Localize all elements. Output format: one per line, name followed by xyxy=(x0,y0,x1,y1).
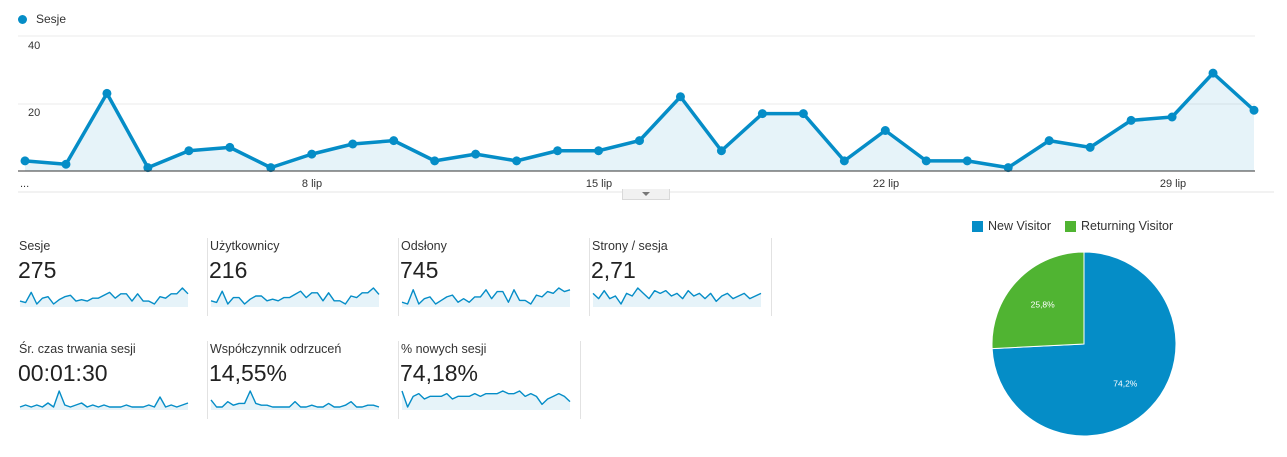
sparkline-line xyxy=(19,287,189,305)
data-point[interactable] xyxy=(594,146,604,156)
data-point[interactable] xyxy=(225,142,235,152)
data-point[interactable] xyxy=(471,149,481,159)
data-point[interactable] xyxy=(1208,68,1218,78)
data-point[interactable] xyxy=(184,146,194,156)
sparkline-area xyxy=(20,391,188,410)
data-point[interactable] xyxy=(102,88,112,98)
data-point[interactable] xyxy=(1126,115,1136,125)
sessions-line-chart: 40 20 ... 8 lip 15 lip 22 lip 29 lip xyxy=(18,35,1274,193)
metric-value: 2,71 xyxy=(591,257,636,283)
metric-label: Współczynnik odrzuceń xyxy=(210,342,342,356)
sparkline-area xyxy=(211,288,379,307)
metric-value: 216 xyxy=(209,257,248,283)
data-point[interactable] xyxy=(880,126,890,135)
sparkline-area xyxy=(211,391,379,410)
data-point[interactable] xyxy=(716,146,726,156)
metric-sparkline xyxy=(401,390,571,410)
data-point[interactable] xyxy=(266,163,276,173)
data-point[interactable] xyxy=(921,156,931,166)
data-point[interactable] xyxy=(143,163,153,173)
metric-bounce-rate[interactable]: Współczynnik odrzuceń 14,55% xyxy=(209,341,399,419)
metric-sparkline xyxy=(19,287,189,307)
data-point[interactable] xyxy=(348,139,358,149)
y-tick-label: 20 xyxy=(28,107,40,119)
collapse-chart-button[interactable] xyxy=(622,189,670,200)
sparkline-area xyxy=(20,288,188,307)
x-tick-label: 15 lip xyxy=(586,178,612,190)
metric-value: 00:01:30 xyxy=(18,360,108,386)
metric-users[interactable]: Użytkownicy 216 xyxy=(209,238,399,316)
metric-avg-session-duration[interactable]: Śr. czas trwania sesji 00:01:30 xyxy=(18,341,208,419)
data-point[interactable] xyxy=(553,146,563,156)
data-point[interactable] xyxy=(1085,142,1095,152)
data-point[interactable] xyxy=(307,149,317,159)
data-point[interactable] xyxy=(1044,136,1054,146)
data-point[interactable] xyxy=(839,156,849,166)
metric-sparkline xyxy=(401,287,571,307)
data-point[interactable] xyxy=(430,156,440,166)
pie-slice-label: 74,2% xyxy=(1113,378,1138,388)
pie-slice[interactable] xyxy=(991,251,1085,350)
legend-label: New Visitor xyxy=(988,219,1051,233)
pie-slice-label: 25,8% xyxy=(1031,300,1056,310)
series-area xyxy=(25,73,1254,171)
metric-label: Strony / sesja xyxy=(592,239,668,253)
data-point[interactable] xyxy=(61,159,71,169)
data-point[interactable] xyxy=(1003,163,1013,173)
data-point[interactable] xyxy=(389,136,399,146)
sparkline-line xyxy=(210,287,380,305)
metric-value: 275 xyxy=(18,257,57,283)
legend-swatch xyxy=(1064,220,1076,232)
metric-label: Śr. czas trwania sesji xyxy=(19,342,136,356)
data-point[interactable] xyxy=(675,92,685,102)
sparkline-line xyxy=(210,390,380,408)
y-tick-label: 40 xyxy=(28,40,40,52)
metric-pageviews[interactable]: Odsłony 745 xyxy=(400,238,590,316)
metric-value: 745 xyxy=(400,257,439,283)
metric-sparkline xyxy=(19,390,189,410)
x-tick-label: ... xyxy=(20,178,29,190)
data-point[interactable] xyxy=(635,136,644,146)
legend-item-returning-visitor[interactable]: Returning Visitor xyxy=(1064,219,1174,233)
legend-label: Returning Visitor xyxy=(1080,219,1174,233)
legend-item-new-visitor[interactable]: New Visitor xyxy=(972,219,1051,233)
pie-legend: New Visitor Returning Visitor xyxy=(972,219,1187,233)
sparkline-line xyxy=(401,287,571,305)
metric-label: % nowych sesji xyxy=(401,342,487,356)
sparkline-line xyxy=(19,390,189,408)
data-point[interactable] xyxy=(20,156,30,166)
metric-sessions[interactable]: Sesje 275 xyxy=(18,238,208,316)
metric-value: 74,18% xyxy=(400,360,479,386)
metric-label: Odsłony xyxy=(401,239,447,253)
data-point[interactable] xyxy=(512,156,522,166)
data-point[interactable] xyxy=(1249,105,1259,115)
visitor-type-pie-chart: 74,2% 25,8% xyxy=(991,251,1177,437)
x-tick-label: 22 lip xyxy=(873,178,899,190)
metric-pages-per-session[interactable]: Strony / sesja 2,71 xyxy=(591,238,772,316)
legend-swatch xyxy=(972,220,983,232)
metric-new-sessions[interactable]: % nowych sesji 74,18% xyxy=(400,341,581,419)
metric-sparkline xyxy=(210,287,380,307)
sparkline-line xyxy=(401,390,571,408)
series-dot-icon xyxy=(18,14,27,24)
series-legend-label: Sesje xyxy=(36,12,67,26)
metric-label: Użytkownicy xyxy=(210,239,280,253)
data-point[interactable] xyxy=(1167,112,1177,122)
metric-value: 14,55% xyxy=(209,360,288,386)
x-tick-label: 29 lip xyxy=(1160,178,1186,190)
chevron-down-icon xyxy=(642,192,650,196)
data-point[interactable] xyxy=(962,156,972,166)
x-tick-label: 8 lip xyxy=(302,178,322,190)
metric-sparkline xyxy=(592,287,762,307)
chart-legend[interactable]: Sesje xyxy=(18,12,66,26)
data-point[interactable] xyxy=(798,109,808,119)
data-point[interactable] xyxy=(757,109,767,119)
sparkline-line xyxy=(592,287,762,305)
metric-label: Sesje xyxy=(19,239,51,253)
metric-sparkline xyxy=(210,390,380,410)
